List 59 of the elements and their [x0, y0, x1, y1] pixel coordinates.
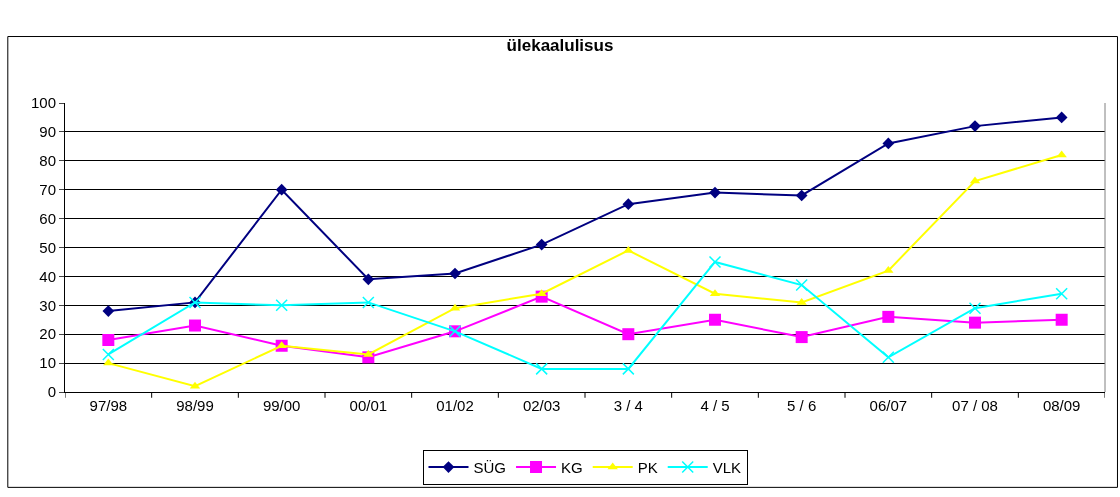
- point: [968, 301, 982, 315]
- x-tick-label: 97/98: [89, 397, 128, 414]
- chart-title: ülekaalulisus: [506, 35, 614, 55]
- point: [275, 183, 288, 196]
- point: [622, 198, 635, 210]
- point: [622, 362, 635, 376]
- y-tick-label: 40: [39, 267, 56, 285]
- x-tick-label: 4 / 5: [700, 397, 730, 414]
- point: [709, 186, 721, 199]
- point: [449, 267, 461, 280]
- x-tick-label: 5 / 6: [787, 397, 817, 414]
- point: [535, 362, 548, 376]
- point: [102, 348, 115, 361]
- point: [1055, 111, 1068, 124]
- y-tick-label: 20: [39, 325, 56, 343]
- y-tick-label: 80: [39, 152, 56, 170]
- point: [969, 316, 981, 329]
- y-tick-label: 100: [30, 94, 56, 112]
- y-tick-label: 60: [39, 209, 56, 227]
- x-tick-label: 02/03: [522, 397, 561, 414]
- x-tick-label: 3 / 4: [613, 397, 643, 414]
- legend-label: VLK: [712, 458, 742, 476]
- point: [795, 331, 808, 344]
- y-tick-label: 0: [47, 383, 56, 401]
- x-tick-label: 99/00: [262, 397, 301, 414]
- point: [363, 349, 374, 357]
- point: [1055, 313, 1068, 326]
- x-tick-label: 98/99: [176, 397, 214, 414]
- x-tick-label: 06/07: [869, 397, 908, 414]
- y-tick-label: 70: [39, 180, 56, 198]
- point: [362, 273, 375, 286]
- point: [795, 189, 808, 202]
- y-tick-label: 50: [39, 238, 56, 256]
- point: [708, 255, 722, 269]
- y-tick-label: 90: [39, 123, 56, 141]
- point: [102, 305, 115, 317]
- point: [275, 299, 288, 312]
- point: [795, 278, 808, 292]
- point: [709, 313, 721, 326]
- point: [622, 328, 635, 341]
- point: [1055, 287, 1068, 300]
- legend-label: PK: [637, 458, 658, 476]
- point: [189, 319, 201, 332]
- point: [882, 310, 895, 323]
- point: [882, 137, 895, 150]
- x-tick-label: 00/01: [349, 397, 388, 414]
- point: [623, 245, 634, 253]
- x-tick-label: 01/02: [436, 397, 474, 414]
- point: [362, 296, 375, 309]
- y-tick-label: 10: [39, 354, 56, 372]
- point: [882, 351, 895, 364]
- point: [796, 297, 807, 305]
- y-tick-label: 30: [39, 296, 56, 314]
- legend-label: KG: [561, 458, 583, 476]
- x-tick-label: 08/09: [1042, 397, 1081, 414]
- point: [535, 238, 548, 251]
- point: [102, 333, 115, 346]
- x-tick-label: 07 / 08: [952, 397, 998, 414]
- legend-label: SÜG: [473, 458, 507, 476]
